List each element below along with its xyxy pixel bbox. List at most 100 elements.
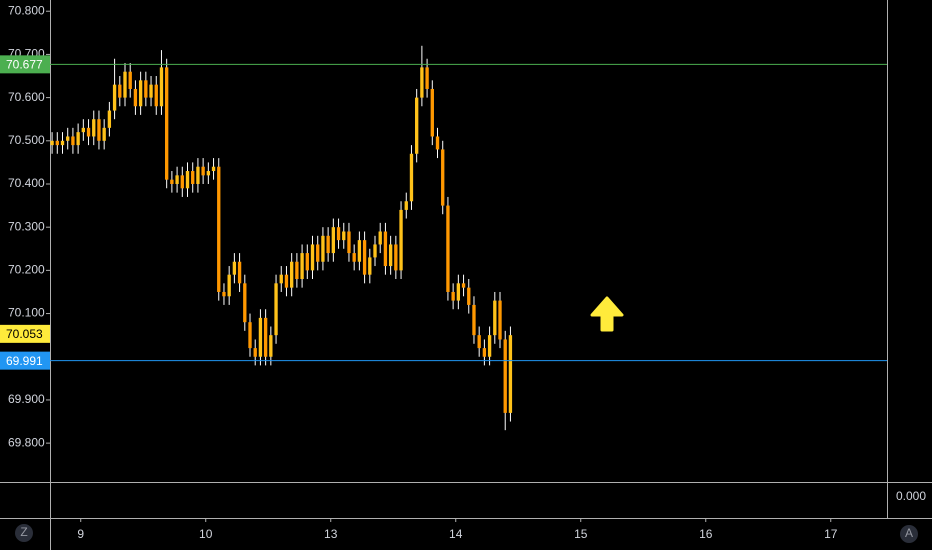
candle-body [409, 153, 414, 202]
candle-body [284, 274, 289, 288]
x-tick-label: 13 [324, 527, 338, 541]
candle-body [300, 253, 304, 280]
candle-body [441, 149, 445, 206]
candle-body [310, 244, 315, 271]
candle-body [352, 253, 356, 262]
candle-body [404, 201, 408, 210]
y-tick-label: 70.300 [8, 219, 45, 233]
x-tick-label: 10 [199, 527, 213, 541]
candle-body [305, 253, 309, 271]
candle-body [191, 171, 195, 184]
candle-body [378, 231, 382, 245]
candle-body [274, 283, 278, 336]
candle-body [253, 348, 257, 357]
candle-body [102, 127, 106, 141]
candle-body [472, 304, 476, 336]
candle-body [336, 227, 341, 241]
candle-body [144, 80, 148, 98]
candle-body [81, 127, 86, 133]
candle-body [388, 244, 393, 267]
candle-body [493, 300, 497, 336]
candle-body [196, 166, 200, 184]
button-left[interactable] [15, 524, 33, 542]
candle-body [60, 140, 65, 146]
candle-body [76, 132, 80, 146]
candle-body [217, 166, 221, 292]
candle-body [222, 291, 226, 297]
candle-body [451, 291, 455, 301]
y-tick-label: 70.500 [8, 133, 45, 147]
button-left-label[interactable]: Z [20, 525, 27, 539]
candle-body [420, 67, 424, 98]
y-tick-label: 69.900 [8, 392, 45, 406]
button-right[interactable] [900, 525, 918, 543]
level-label: 70.053 [6, 327, 43, 341]
candle-body [133, 88, 138, 107]
level-label-bg [0, 55, 50, 74]
candle-body [107, 110, 112, 128]
y-tick-label: 70.200 [8, 263, 45, 277]
candle-body [159, 67, 164, 107]
candle-body [321, 235, 325, 262]
candle-body [232, 261, 237, 275]
button-right-label[interactable]: A [905, 526, 913, 540]
candle-body [66, 136, 70, 141]
x-tick-label: 9 [77, 527, 84, 541]
y-tick-label: 70.400 [8, 176, 45, 190]
level-label: 70.677 [6, 58, 43, 72]
candle-body [128, 71, 132, 89]
candle-body [357, 240, 362, 262]
candle-body [180, 175, 184, 189]
candle-body [347, 231, 351, 254]
candle-body [165, 67, 169, 180]
level-label-bg [0, 324, 50, 343]
candle-body [425, 67, 429, 89]
candle-body [123, 71, 127, 98]
candle-body [362, 240, 367, 275]
candle-body [399, 209, 403, 271]
candle-body [92, 119, 96, 137]
candle-body [456, 283, 461, 301]
candle-body [86, 127, 91, 137]
candle-body [170, 179, 174, 184]
candle-body [295, 261, 299, 280]
candle-body [430, 88, 434, 137]
candle-body [383, 231, 388, 267]
y-tick-label: 70.600 [8, 90, 45, 104]
candle-body [373, 244, 377, 258]
candle-body [368, 257, 372, 275]
indicator-label: 0.000 [896, 489, 926, 503]
candle-body [446, 205, 450, 292]
candle-body [211, 166, 216, 172]
candle-body [243, 283, 247, 323]
candle-body [415, 97, 419, 154]
candle-body [248, 322, 252, 349]
candle-body [435, 136, 440, 150]
candle-body [97, 119, 101, 141]
y-tick-label: 70.100 [8, 306, 45, 320]
candle-body [154, 84, 158, 107]
x-tick-label: 14 [449, 527, 463, 541]
candle-body [477, 335, 481, 349]
candle-body [461, 283, 466, 288]
candle-body [185, 171, 190, 189]
candle-body [487, 335, 492, 357]
candle-body [71, 136, 75, 146]
candle-body [503, 339, 507, 413]
candle-body [201, 166, 205, 176]
candle-body [326, 235, 330, 254]
candle-body [263, 317, 268, 357]
candle-body [175, 175, 179, 184]
candle-body [227, 274, 231, 297]
candle-body [55, 140, 59, 146]
x-tick-label: 16 [699, 527, 713, 541]
y-tick-label: 70.800 [8, 3, 45, 17]
y-tick-label: 69.800 [8, 435, 45, 449]
candle-body [279, 274, 283, 284]
up-arrow [590, 296, 624, 332]
candle-body [138, 80, 143, 107]
candle-body [331, 227, 336, 254]
level-label: 69.991 [6, 354, 43, 368]
candle-body [258, 317, 263, 357]
